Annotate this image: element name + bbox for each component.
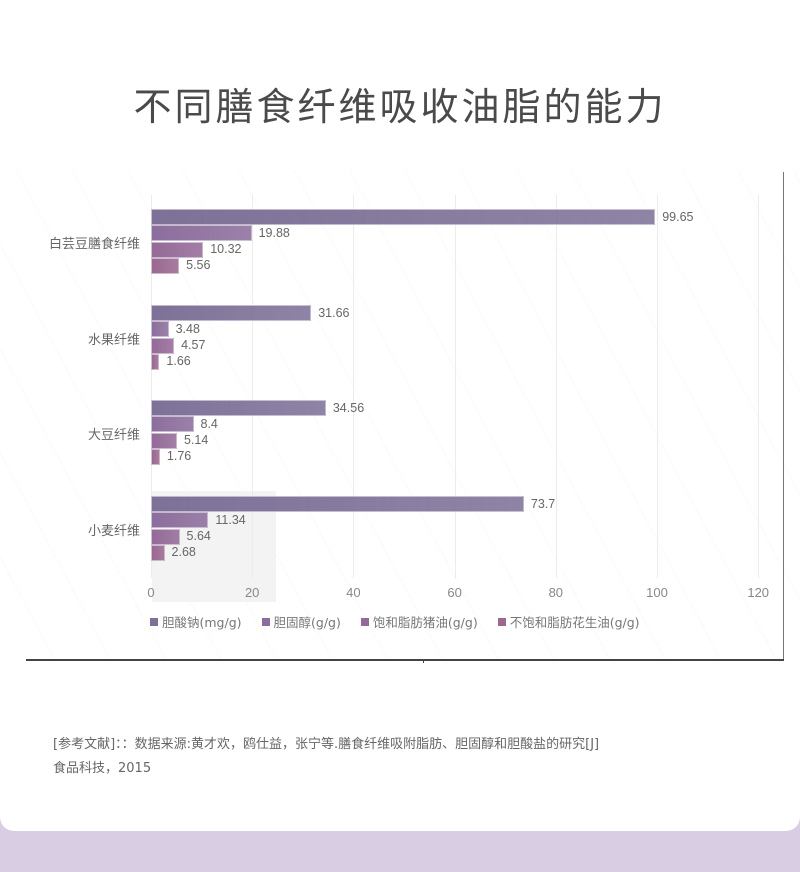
bar[interactable] bbox=[151, 432, 177, 449]
bar-value-label: 5.64 bbox=[186, 529, 211, 544]
bar[interactable] bbox=[151, 400, 326, 416]
legend-swatch-icon bbox=[150, 617, 158, 626]
reference-line-2: 食品科技，2015 bbox=[53, 761, 152, 776]
bar[interactable] bbox=[151, 225, 252, 242]
legend-label: 饱和脂肪猪油(g/g) bbox=[372, 615, 478, 630]
bar-value-label: 73.7 bbox=[530, 496, 556, 511]
bar-value-label: 11.34 bbox=[215, 512, 246, 527]
chart-title: 不同膳食纤维吸收油脂的能力 bbox=[133, 85, 667, 129]
bar[interactable] bbox=[151, 416, 194, 433]
bar-value-label: 10.32 bbox=[210, 242, 242, 257]
gridline bbox=[555, 195, 557, 578]
bar-chart: 0 20 40 60 80 100 120 白芸豆膳食纤维水果纤维大豆纤维小麦纤维 99.6… bbox=[0, 170, 800, 663]
bar-value-label: 1.66 bbox=[166, 354, 191, 369]
legend-item-sodium-cholate[interactable]: 胆酸钠(mg/g) bbox=[150, 612, 242, 631]
x-tick-label: 20 bbox=[244, 585, 260, 600]
gridline bbox=[657, 195, 658, 578]
bar-value-label: 1.76 bbox=[166, 449, 192, 464]
category-label: 白芸豆膳食纤维 bbox=[48, 236, 140, 252]
bar-value-label: 5.56 bbox=[186, 258, 211, 273]
bar-value-label: 34.56 bbox=[332, 400, 365, 415]
legend-swatch-icon bbox=[360, 617, 369, 626]
gridline bbox=[454, 195, 456, 578]
chart-frame-tick bbox=[423, 659, 424, 663]
bar-value-label: 31.66 bbox=[318, 305, 350, 320]
bar-value-label: 4.57 bbox=[181, 338, 206, 353]
bar-value-label: 3.48 bbox=[175, 321, 200, 336]
x-tick-label: 0 bbox=[147, 585, 155, 600]
legend-label: 不饱和脂肪花生油(g/g) bbox=[509, 615, 640, 630]
chart-frame-right bbox=[783, 172, 784, 660]
bar[interactable] bbox=[151, 496, 524, 512]
bar[interactable] bbox=[151, 353, 160, 370]
category-label: 小麦纤维 bbox=[87, 523, 140, 539]
bar[interactable] bbox=[151, 241, 204, 258]
legend-label: 胆固醇(g/g) bbox=[273, 615, 341, 630]
legend-label: 胆酸钠(mg/g) bbox=[162, 615, 242, 630]
legend-item-cholesterol[interactable]: 胆固醇(g/g) bbox=[261, 612, 341, 631]
bar[interactable] bbox=[151, 209, 656, 225]
legend: 胆酸钠(mg/g) 胆固醇(g/g) 饱和脂肪猪油(g/g) 不饱和脂肪花生油(… bbox=[150, 612, 640, 631]
bar-value-label: 19.88 bbox=[258, 225, 290, 240]
bar[interactable] bbox=[151, 544, 165, 561]
chart-frame-bottom bbox=[26, 659, 784, 661]
legend-swatch-icon bbox=[261, 617, 270, 626]
bar[interactable] bbox=[151, 305, 312, 321]
bar-value-label: 2.68 bbox=[171, 545, 196, 560]
bar-value-label: 8.4 bbox=[200, 416, 218, 431]
x-tick-label: 40 bbox=[346, 585, 361, 600]
x-tick-label: 60 bbox=[447, 585, 462, 600]
gridline bbox=[151, 195, 152, 578]
gridline bbox=[758, 195, 760, 578]
bar[interactable] bbox=[151, 321, 169, 338]
legend-item-peanut-oil[interactable]: 不饱和脂肪花生油(g/g) bbox=[497, 612, 640, 631]
x-tick-label: 80 bbox=[548, 585, 564, 600]
x-tick-label: 120 bbox=[747, 585, 770, 600]
legend-item-lard[interactable]: 饱和脂肪猪油(g/g) bbox=[360, 612, 478, 631]
bar-value-label: 99.65 bbox=[662, 209, 694, 224]
legend-swatch-icon bbox=[497, 617, 506, 626]
reference-line-1: [参考文献]：：数据来源:黄才欢，鸥仕益，张宁等.膳食纤维吸附脂肪、胆固醇和胆酸… bbox=[53, 737, 600, 752]
gridline bbox=[252, 195, 254, 578]
x-tick-label: 100 bbox=[646, 585, 668, 600]
content-card: 不同膳食纤维吸收油脂的能力 0 20 40 60 80 100 120 白芸豆膳食纤维水果纤… bbox=[0, 0, 800, 831]
bar[interactable] bbox=[151, 512, 209, 529]
category-label: 大豆纤维 bbox=[87, 427, 140, 443]
bar[interactable] bbox=[151, 448, 160, 465]
bar[interactable] bbox=[151, 257, 180, 274]
bar-value-label: 5.14 bbox=[184, 433, 209, 448]
bar[interactable] bbox=[151, 337, 175, 354]
gridline bbox=[353, 195, 355, 578]
category-label: 水果纤维 bbox=[87, 332, 140, 348]
bar[interactable] bbox=[151, 528, 180, 545]
reference-citation: [参考文献]：：数据来源:黄才欢，鸥仕益，张宁等.膳食纤维吸附脂肪、胆固醇和胆酸… bbox=[53, 733, 753, 781]
